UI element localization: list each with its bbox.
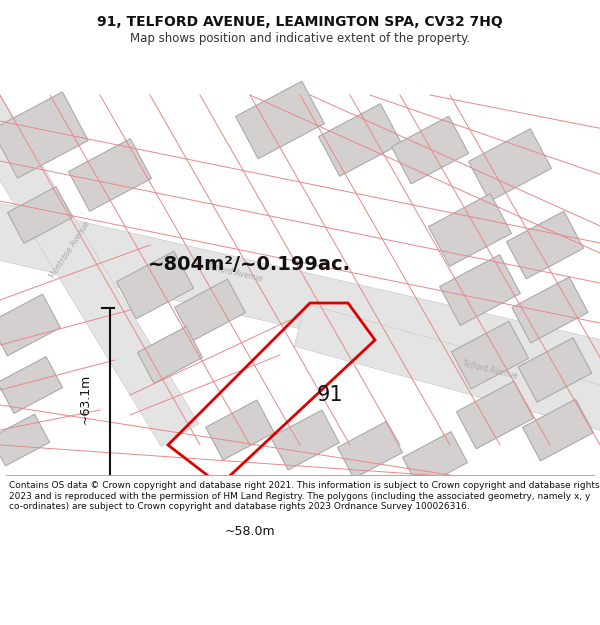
- Polygon shape: [8, 187, 73, 243]
- Text: Telford Avenue: Telford Avenue: [206, 262, 263, 284]
- Polygon shape: [271, 410, 339, 470]
- Text: Montrose Avenue: Montrose Avenue: [48, 220, 92, 280]
- Text: Map shows position and indicative extent of the property.: Map shows position and indicative extent…: [130, 32, 470, 45]
- Polygon shape: [294, 304, 600, 456]
- Text: ~804m²/~0.199ac.: ~804m²/~0.199ac.: [148, 256, 351, 274]
- Polygon shape: [0, 198, 600, 402]
- Polygon shape: [451, 321, 529, 389]
- Polygon shape: [116, 251, 194, 319]
- Text: ~58.0m: ~58.0m: [224, 525, 275, 538]
- Polygon shape: [0, 294, 61, 356]
- Polygon shape: [338, 422, 403, 478]
- Polygon shape: [68, 139, 151, 211]
- Polygon shape: [518, 338, 592, 402]
- Polygon shape: [319, 104, 401, 176]
- Polygon shape: [403, 432, 467, 488]
- Polygon shape: [506, 211, 584, 279]
- Polygon shape: [469, 129, 551, 201]
- Polygon shape: [0, 94, 199, 446]
- Polygon shape: [0, 357, 62, 413]
- Polygon shape: [206, 400, 274, 460]
- Polygon shape: [512, 277, 588, 343]
- Text: Telford Avenue: Telford Avenue: [461, 359, 518, 381]
- Text: ~63.1m: ~63.1m: [79, 374, 92, 424]
- Text: 91, TELFORD AVENUE, LEAMINGTON SPA, CV32 7HQ: 91, TELFORD AVENUE, LEAMINGTON SPA, CV32…: [97, 15, 503, 29]
- Polygon shape: [175, 279, 245, 341]
- Polygon shape: [428, 194, 511, 266]
- Polygon shape: [457, 381, 533, 449]
- Text: Contains OS data © Crown copyright and database right 2021. This information is : Contains OS data © Crown copyright and d…: [9, 481, 599, 511]
- Polygon shape: [440, 254, 520, 326]
- Polygon shape: [391, 116, 469, 184]
- Polygon shape: [0, 92, 88, 178]
- Polygon shape: [0, 414, 50, 466]
- Polygon shape: [236, 81, 325, 159]
- Text: 91: 91: [317, 385, 343, 405]
- Polygon shape: [137, 327, 202, 383]
- Polygon shape: [523, 399, 593, 461]
